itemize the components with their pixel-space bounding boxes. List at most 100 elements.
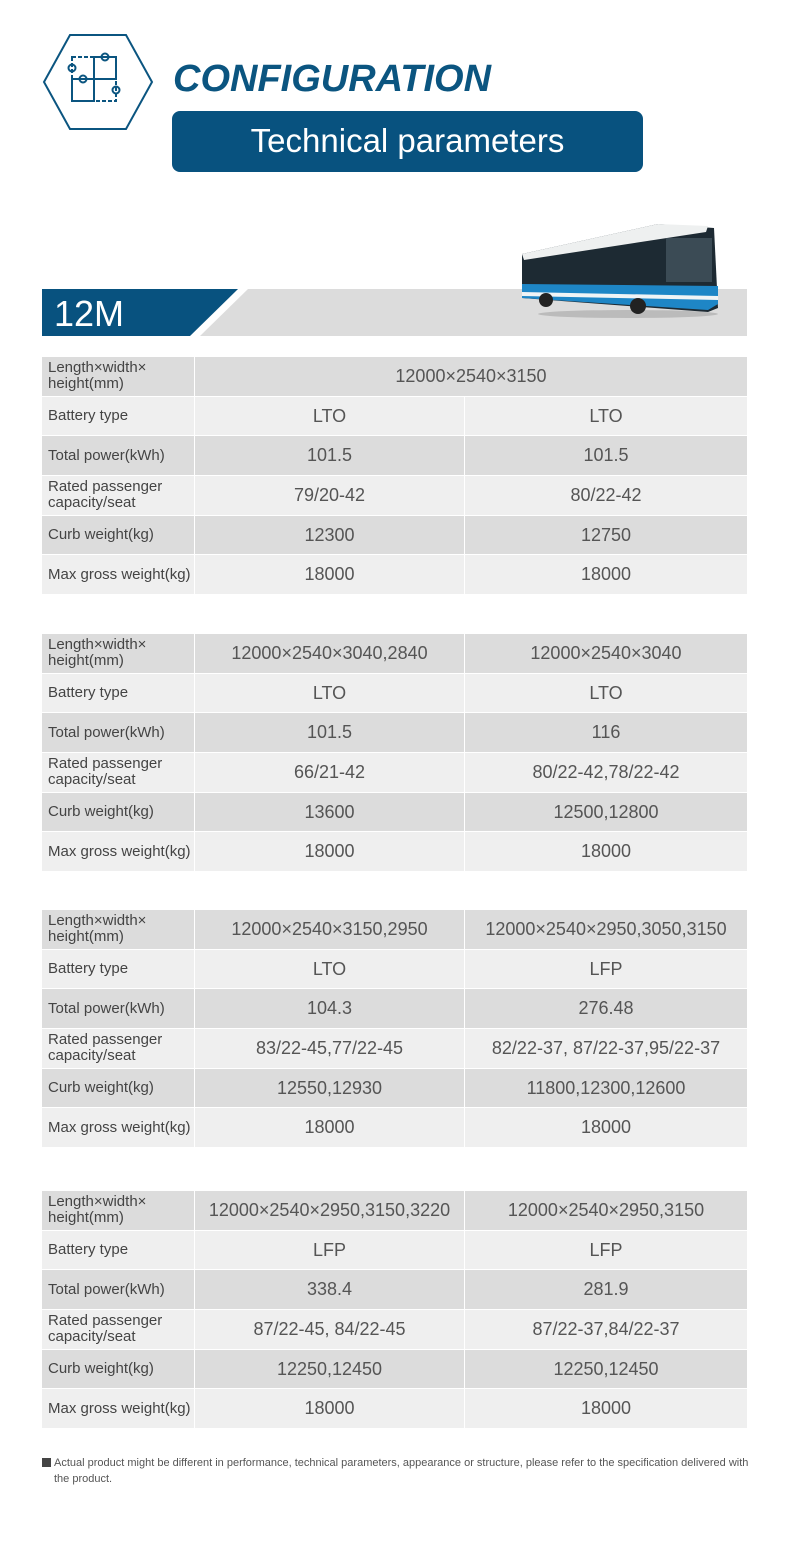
spec-table: Length×width× height(mm) 12000×2540×3150 B… bbox=[42, 357, 747, 596]
puzzle-icon bbox=[42, 34, 154, 130]
table-cell: 83/22-45,77/22-45 bbox=[195, 1029, 465, 1068]
table-cell: 66/21-42 bbox=[195, 753, 465, 792]
table-cell: 276.48 bbox=[578, 998, 634, 1019]
table-cell: 12000×2540×3150,2950 bbox=[195, 910, 465, 949]
table-cell: 101.5 bbox=[583, 445, 629, 466]
row-label: Total power(kWh) bbox=[42, 436, 195, 476]
table-cell: 12000×2540×3150 bbox=[395, 365, 547, 386]
table-cell: 12000×2540×2950,3150 bbox=[507, 1199, 705, 1220]
table-row: Length×width× height(mm) 12000×2540×3150 bbox=[42, 357, 747, 397]
section-label: 12M bbox=[54, 293, 125, 334]
subtitle-banner: Technical parameters bbox=[172, 111, 643, 172]
table-row: Max gross weight(kg) 18000 18000 bbox=[42, 1389, 747, 1430]
table-row: Battery type LFP LFP bbox=[42, 1230, 747, 1271]
table-cell: LTO bbox=[589, 405, 623, 426]
table-cell: 18000 bbox=[580, 564, 632, 585]
table-cell: LTO bbox=[589, 682, 623, 703]
bullet-square-icon bbox=[42, 1458, 51, 1467]
row-label: Max gross weight(kg) bbox=[42, 832, 195, 872]
table-row: Battery type LTO LTO bbox=[42, 673, 747, 714]
table-cell: 80/22-42 bbox=[570, 484, 642, 505]
row-label: Curb weight(kg) bbox=[42, 792, 195, 832]
table-cell: 12000×2540×3040 bbox=[530, 642, 682, 663]
table-cell: 12000×2540×2950,3150,3220 bbox=[195, 1191, 465, 1230]
table-cell: LTO bbox=[195, 396, 465, 436]
table-row: Battery type LTO LTO bbox=[42, 396, 747, 437]
row-label: Curb weight(kg) bbox=[42, 1349, 195, 1389]
table-cell: 87/22-45, 84/22-45 bbox=[195, 1310, 465, 1349]
table-row: Curb weight(kg) 12250,12450 12250,12450 bbox=[42, 1349, 747, 1390]
table-row: Rated passenger capacity/seat 79/20-42 80/… bbox=[42, 476, 747, 516]
table-cell: LFP bbox=[589, 958, 623, 979]
row-label: Battery type bbox=[42, 1230, 195, 1270]
table-cell: 12000×2540×3040,2840 bbox=[195, 634, 465, 673]
row-label: Rated passenger capacity/seat bbox=[42, 1310, 195, 1349]
spec-table: Length×width× height(mm) 12000×2540×2950,… bbox=[42, 1191, 747, 1430]
table-cell: 12250,12450 bbox=[553, 1358, 659, 1379]
row-label: Length×width× height(mm) bbox=[42, 910, 195, 949]
table-row: Max gross weight(kg) 18000 18000 bbox=[42, 832, 747, 873]
table-cell: 101.5 bbox=[195, 713, 465, 753]
table-cell: 13600 bbox=[195, 792, 465, 832]
table-cell: 12500,12800 bbox=[553, 801, 659, 822]
table-row: Rated passenger capacity/seat 83/22-45,77… bbox=[42, 1029, 747, 1069]
row-label: Length×width× height(mm) bbox=[42, 1191, 195, 1230]
table-cell: 80/22-42,78/22-42 bbox=[532, 761, 680, 782]
table-cell: 281.9 bbox=[583, 1279, 629, 1300]
table-row: Curb weight(kg) 12550,12930 11800,12300,12… bbox=[42, 1068, 747, 1109]
row-label: Max gross weight(kg) bbox=[42, 1389, 195, 1429]
table-row: Total power(kWh) 104.3 276.48 bbox=[42, 989, 747, 1030]
table-cell: 12750 bbox=[580, 524, 632, 545]
table-row: Curb weight(kg) 13600 12500,12800 bbox=[42, 792, 747, 833]
table-cell: 104.3 bbox=[195, 989, 465, 1029]
table-row: Total power(kWh) 338.4 281.9 bbox=[42, 1270, 747, 1311]
table-row: Length×width× height(mm) 12000×2540×3040,… bbox=[42, 634, 747, 674]
row-label: Total power(kWh) bbox=[42, 713, 195, 753]
table-cell: 12300 bbox=[195, 515, 465, 555]
row-label: Max gross weight(kg) bbox=[42, 1108, 195, 1148]
table-cell: 12250,12450 bbox=[195, 1349, 465, 1389]
table-cell: LFP bbox=[589, 1239, 623, 1260]
row-label: Curb weight(kg) bbox=[42, 1068, 195, 1108]
table-cell: 12000×2540×2950,3050,3150 bbox=[485, 918, 727, 939]
table-cell: 18000 bbox=[580, 841, 632, 862]
table-cell: 82/22-37, 87/22-37,95/22-37 bbox=[491, 1037, 721, 1058]
spec-table: Length×width× height(mm) 12000×2540×3150,… bbox=[42, 910, 747, 1149]
row-label: Total power(kWh) bbox=[42, 989, 195, 1029]
table-cell: 18000 bbox=[195, 832, 465, 872]
row-label: Total power(kWh) bbox=[42, 1270, 195, 1310]
table-cell: 87/22-37,84/22-37 bbox=[532, 1318, 680, 1339]
table-row: Battery type LTO LFP bbox=[42, 949, 747, 990]
table-cell: 338.4 bbox=[195, 1270, 465, 1310]
table-row: Rated passenger capacity/seat 66/21-42 80/… bbox=[42, 753, 747, 793]
table-row: Total power(kWh) 101.5 101.5 bbox=[42, 436, 747, 477]
table-cell: 18000 bbox=[195, 555, 465, 595]
row-label: Rated passenger capacity/seat bbox=[42, 1029, 195, 1068]
table-cell: 18000 bbox=[195, 1108, 465, 1148]
table-cell: 18000 bbox=[580, 1398, 632, 1419]
row-label: Length×width× height(mm) bbox=[42, 634, 195, 673]
disclaimer-text: Actual product might be different in per… bbox=[54, 1457, 749, 1485]
row-label: Battery type bbox=[42, 396, 195, 436]
table-cell: 101.5 bbox=[195, 436, 465, 476]
table-row: Length×width× height(mm) 12000×2540×3150,… bbox=[42, 910, 747, 950]
bus-image bbox=[522, 224, 718, 318]
table-cell: LFP bbox=[195, 1230, 465, 1270]
table-cell: LTO bbox=[195, 949, 465, 989]
table-cell: 18000 bbox=[195, 1389, 465, 1429]
row-label: Length×width× height(mm) bbox=[42, 357, 195, 396]
row-label: Battery type bbox=[42, 673, 195, 713]
table-cell: 79/20-42 bbox=[195, 476, 465, 515]
table-row: Max gross weight(kg) 18000 18000 bbox=[42, 1108, 747, 1149]
table-row: Total power(kWh) 101.5 116 bbox=[42, 713, 747, 754]
table-row: Max gross weight(kg) 18000 18000 bbox=[42, 555, 747, 596]
table-row: Rated passenger capacity/seat 87/22-45, 8… bbox=[42, 1310, 747, 1350]
table-cell: 12550,12930 bbox=[195, 1068, 465, 1108]
table-cell: 18000 bbox=[580, 1117, 632, 1138]
table-row: Length×width× height(mm) 12000×2540×2950,… bbox=[42, 1191, 747, 1231]
row-label: Curb weight(kg) bbox=[42, 515, 195, 555]
page-title: CONFIGURATION bbox=[173, 58, 492, 100]
table-cell: 116 bbox=[591, 722, 621, 743]
disclaimer-note: Actual product might be different in per… bbox=[42, 1455, 752, 1487]
row-label: Battery type bbox=[42, 949, 195, 989]
